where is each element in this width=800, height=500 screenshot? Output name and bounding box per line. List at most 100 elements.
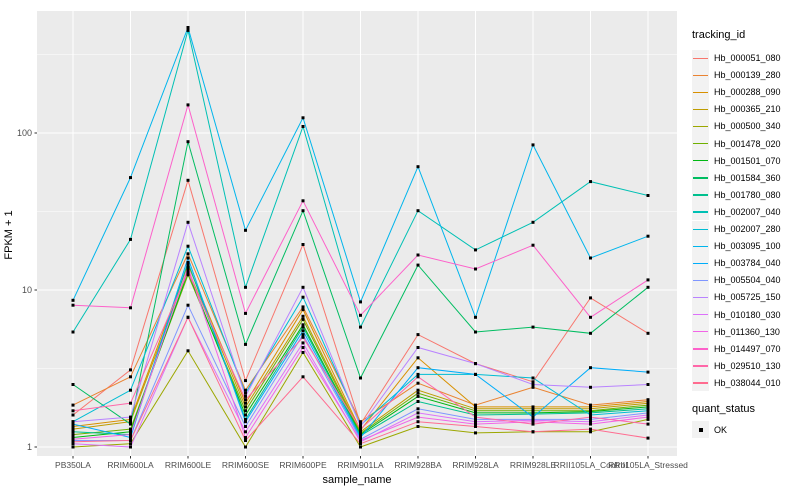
data-point: [531, 409, 535, 413]
data-point: [186, 220, 190, 224]
data-point: [186, 252, 190, 256]
data-point: [301, 295, 305, 299]
data-point: [589, 422, 592, 426]
data-point: [646, 285, 650, 289]
legend-key-line-icon: [692, 357, 709, 375]
data-point: [301, 116, 305, 120]
data-point: [129, 401, 132, 405]
x-tick-label: RRIM600PE: [279, 460, 327, 470]
legend-key-line-icon: [692, 374, 709, 392]
legend-label: Hb_005725_150: [714, 292, 781, 303]
legend-entry: Hb_014497_070: [692, 340, 781, 358]
legend-entry: Hb_003784_040: [692, 254, 781, 272]
data-point: [359, 420, 362, 424]
data-point: [531, 143, 535, 147]
data-point: [416, 375, 420, 379]
data-point: [416, 400, 420, 403]
data-point: [359, 430, 362, 434]
data-point: [416, 253, 420, 257]
data-point: [531, 415, 535, 419]
data-point: [474, 403, 477, 407]
data-point: [244, 420, 247, 424]
legend-label: Hb_010180_030: [714, 309, 781, 320]
data-point: [186, 140, 190, 144]
legend-key-line-icon: [692, 100, 709, 118]
data-point: [416, 372, 420, 376]
data-point: [129, 442, 132, 446]
data-point: [301, 209, 305, 213]
data-point: [531, 412, 535, 416]
x-tick-label: RRIM928LA: [452, 460, 499, 470]
data-point: [589, 180, 592, 184]
data-point: [416, 391, 420, 395]
data-point: [71, 383, 75, 386]
data-point: [646, 401, 650, 405]
legend-key-line-icon: [692, 135, 709, 152]
data-point: [589, 430, 592, 434]
data-point: [244, 401, 247, 405]
data-point: [186, 260, 190, 264]
data-point: [646, 409, 650, 413]
data-point: [71, 433, 75, 437]
data-point: [531, 407, 535, 411]
data-point: [71, 436, 75, 439]
data-point: [129, 420, 132, 424]
data-point: [531, 383, 535, 386]
data-point: [129, 430, 132, 434]
data-point: [474, 407, 477, 411]
data-point: [129, 306, 132, 310]
data-point: [359, 434, 362, 438]
data-point: [589, 413, 592, 417]
legend: tracking_id Hb_000051_080 Hb_000139_280 Hb…: [682, 0, 800, 500]
legend-key-line-icon: [692, 254, 709, 272]
data-point: [416, 388, 420, 392]
data-point: [301, 314, 305, 318]
data-point: [589, 405, 592, 409]
y-axis-title: FPKM + 1: [3, 210, 15, 260]
data-point: [244, 311, 247, 315]
data-point: [301, 375, 305, 379]
data-point: [244, 430, 247, 434]
legend-key-line-icon: [692, 152, 709, 170]
legend-entry: Hb_029510_130: [692, 357, 781, 375]
legend-title-tracking-id: tracking_id: [692, 29, 746, 41]
legend-key-line-icon: [692, 169, 709, 187]
data-point: [301, 333, 305, 337]
legend-entry: Hb_002007_040: [692, 203, 781, 221]
data-point: [244, 413, 247, 417]
data-point: [589, 420, 592, 424]
data-point: [531, 385, 535, 389]
legend-entry: Hb_002007_280: [692, 220, 781, 238]
data-point: [416, 407, 420, 411]
data-point: [416, 356, 420, 360]
legend-label: Hb_000365_210: [714, 104, 781, 115]
data-point: [301, 125, 305, 128]
data-point: [531, 220, 535, 224]
data-point: [244, 425, 247, 428]
data-point: [646, 370, 650, 374]
data-point: [589, 385, 592, 389]
data-point: [244, 228, 247, 232]
data-point: [301, 305, 305, 309]
legend-label: Hb_000051_080: [714, 53, 781, 63]
data-point: [129, 422, 132, 426]
data-point: [646, 417, 650, 421]
data-point: [129, 375, 132, 379]
legend-key-line-icon: [692, 49, 709, 67]
data-point: [186, 270, 190, 274]
data-point: [186, 303, 190, 307]
data-point: [589, 366, 592, 370]
data-point: [186, 103, 190, 107]
data-point: [646, 422, 650, 426]
y-tick-label: 1: [26, 442, 32, 452]
data-point: [129, 427, 132, 431]
data-point: [301, 329, 305, 333]
data-point: [301, 351, 305, 354]
data-point: [244, 398, 247, 402]
data-point: [129, 368, 132, 372]
data-point: [301, 308, 305, 312]
data-point: [589, 415, 592, 419]
y-tick-label: 10: [21, 285, 32, 295]
data-point: [244, 405, 247, 409]
